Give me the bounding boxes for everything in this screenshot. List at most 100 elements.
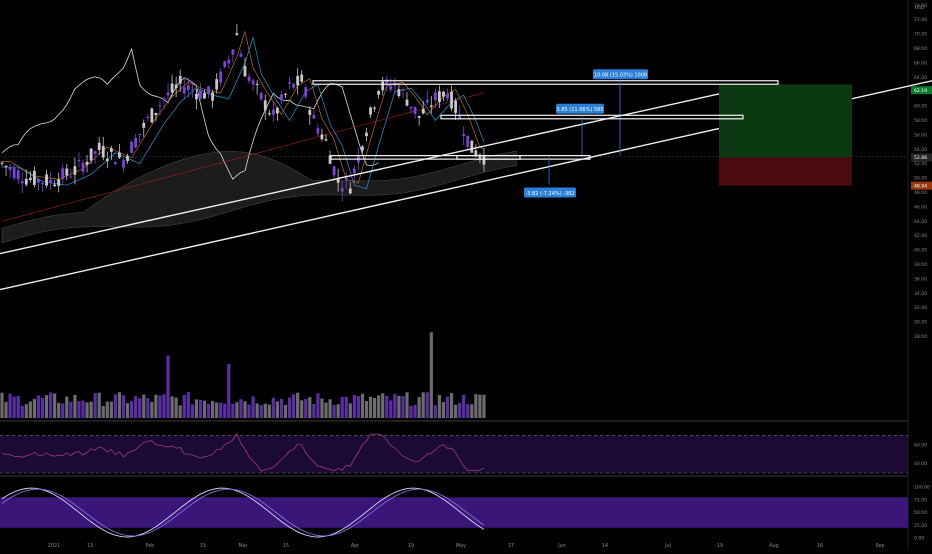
candle[interactable] xyxy=(320,128,324,142)
candle[interactable] xyxy=(332,165,336,179)
candle[interactable] xyxy=(77,152,81,168)
candle[interactable] xyxy=(211,90,214,109)
candle[interactable] xyxy=(33,166,36,188)
candle[interactable] xyxy=(466,135,470,149)
candle[interactable] xyxy=(24,169,28,187)
candle[interactable] xyxy=(482,148,486,172)
candle[interactable] xyxy=(215,73,219,94)
candle[interactable] xyxy=(65,164,69,180)
candle[interactable] xyxy=(429,96,433,114)
candle[interactable] xyxy=(247,73,251,84)
candle[interactable] xyxy=(361,145,364,154)
candle[interactable] xyxy=(174,76,178,98)
target-zone[interactable] xyxy=(719,84,852,158)
candle[interactable] xyxy=(45,169,48,188)
candle[interactable] xyxy=(296,68,300,95)
candle[interactable] xyxy=(186,77,190,98)
candle[interactable] xyxy=(28,170,32,183)
candle[interactable] xyxy=(450,85,453,112)
candle[interactable] xyxy=(162,97,166,110)
candle[interactable] xyxy=(348,182,352,195)
candle[interactable] xyxy=(8,163,12,178)
candle[interactable] xyxy=(462,126,466,145)
candle[interactable] xyxy=(101,136,105,161)
candle[interactable] xyxy=(166,83,170,103)
candle[interactable] xyxy=(154,112,158,122)
candle[interactable] xyxy=(344,172,348,189)
candle[interactable] xyxy=(16,164,20,185)
candle[interactable] xyxy=(190,80,194,99)
candle[interactable] xyxy=(239,49,243,58)
candle[interactable] xyxy=(308,106,312,125)
candle[interactable] xyxy=(227,55,231,69)
candle[interactable] xyxy=(41,182,44,193)
measure-box[interactable] xyxy=(440,114,744,120)
candle[interactable] xyxy=(328,150,332,164)
candle[interactable] xyxy=(336,168,340,192)
candle[interactable] xyxy=(85,154,89,173)
candle[interactable] xyxy=(81,159,85,176)
candle[interactable] xyxy=(219,68,223,87)
candle[interactable] xyxy=(292,82,295,90)
candle[interactable] xyxy=(37,177,40,191)
candle[interactable] xyxy=(324,134,328,142)
candle[interactable] xyxy=(377,89,381,99)
candle[interactable] xyxy=(409,106,413,114)
measure-box[interactable] xyxy=(312,80,779,85)
candle[interactable] xyxy=(243,57,247,77)
candle[interactable] xyxy=(130,140,133,154)
candle[interactable] xyxy=(53,180,57,187)
candle[interactable] xyxy=(365,127,368,142)
candle[interactable] xyxy=(178,69,182,92)
candle[interactable] xyxy=(433,88,437,109)
candle[interactable] xyxy=(158,99,162,116)
candle[interactable] xyxy=(118,143,121,160)
candle[interactable] xyxy=(20,171,24,194)
candle[interactable] xyxy=(126,153,129,164)
candle[interactable] xyxy=(142,119,146,138)
candle[interactable] xyxy=(316,123,320,137)
candle[interactable] xyxy=(12,163,16,181)
candle[interactable] xyxy=(57,172,61,193)
candle[interactable] xyxy=(458,106,462,120)
candle[interactable] xyxy=(4,165,8,176)
candle[interactable] xyxy=(413,106,417,119)
candle[interactable] xyxy=(340,180,344,202)
candle[interactable] xyxy=(109,145,113,161)
candle[interactable] xyxy=(300,70,304,83)
candle[interactable] xyxy=(231,48,235,63)
candle[interactable] xyxy=(49,172,52,190)
candle[interactable] xyxy=(61,163,65,185)
candle[interactable] xyxy=(259,91,263,102)
candle[interactable] xyxy=(405,91,409,107)
candle[interactable] xyxy=(97,136,101,155)
candle[interactable] xyxy=(73,157,77,185)
stop-zone[interactable] xyxy=(719,157,852,186)
candle[interactable] xyxy=(114,161,117,165)
candle[interactable] xyxy=(397,85,401,99)
candle[interactable] xyxy=(122,157,125,173)
candle[interactable] xyxy=(199,82,202,101)
candle[interactable] xyxy=(150,107,154,123)
measure-box[interactable] xyxy=(456,155,521,160)
candle[interactable] xyxy=(134,133,138,149)
candle[interactable] xyxy=(446,88,449,102)
candle[interactable] xyxy=(69,169,73,179)
candle[interactable] xyxy=(381,76,385,96)
candle[interactable] xyxy=(421,101,425,115)
candle[interactable] xyxy=(284,92,287,99)
candle[interactable] xyxy=(373,106,376,113)
candle[interactable] xyxy=(263,94,267,121)
candle[interactable] xyxy=(417,115,421,126)
candle[interactable] xyxy=(438,85,441,109)
candle[interactable] xyxy=(280,91,283,104)
candle[interactable] xyxy=(369,106,372,119)
candle[interactable] xyxy=(304,84,308,100)
candle[interactable] xyxy=(89,148,93,165)
candle[interactable] xyxy=(442,90,445,102)
candle[interactable] xyxy=(401,87,405,99)
candle[interactable] xyxy=(146,113,150,122)
candle[interactable] xyxy=(223,60,227,69)
candle[interactable] xyxy=(352,165,356,183)
